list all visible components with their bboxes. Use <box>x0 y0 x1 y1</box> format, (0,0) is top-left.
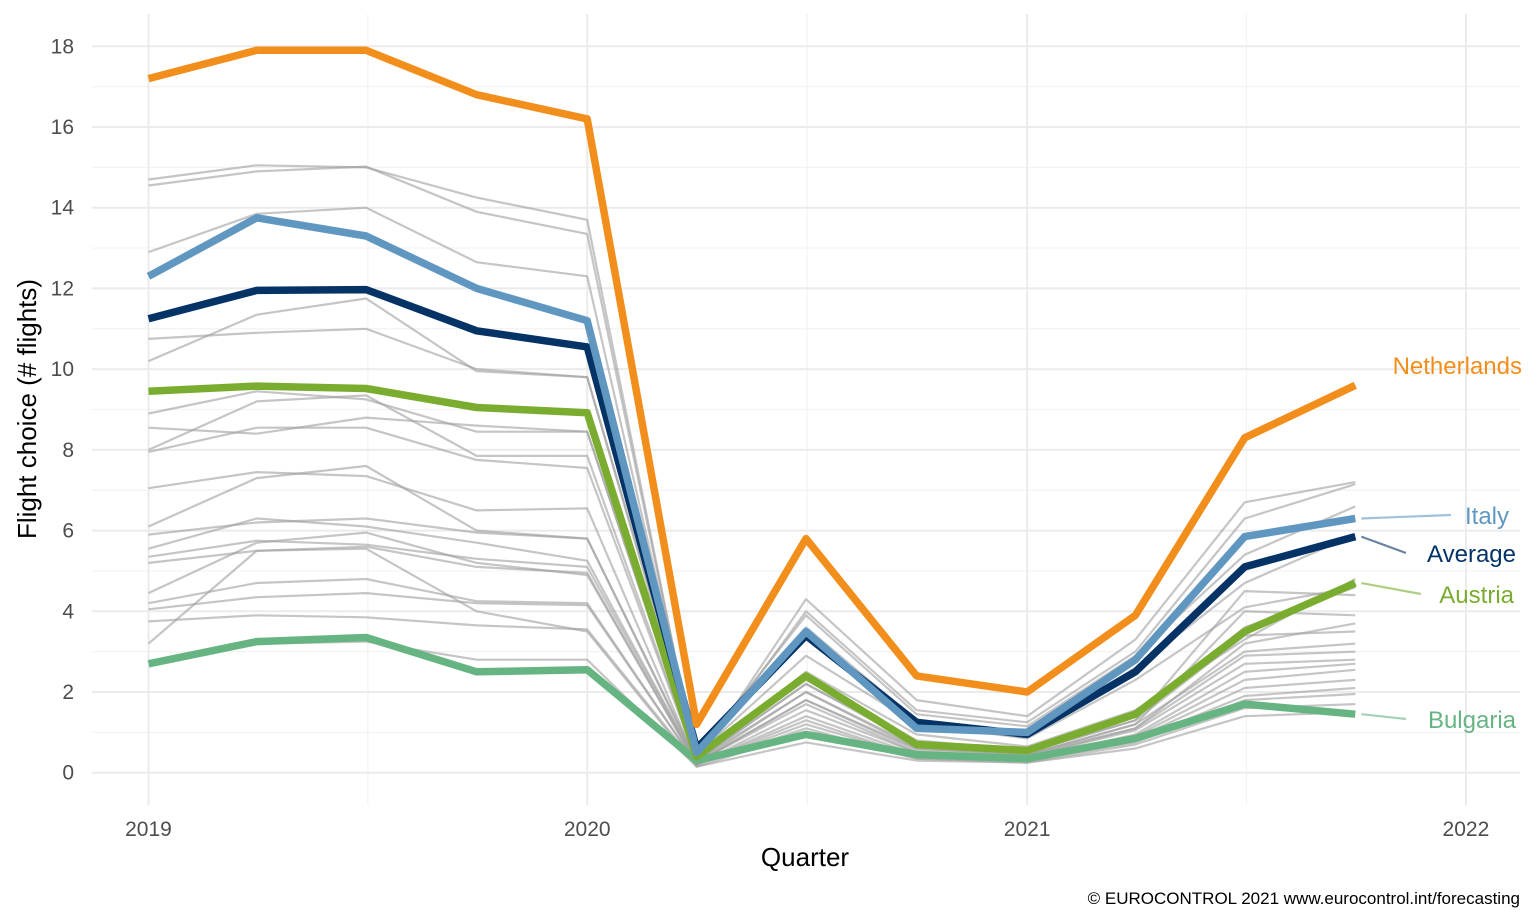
background-series-line <box>148 464 1356 762</box>
series-line-bulgaria <box>147 633 1356 765</box>
y-tick-label: 10 <box>51 358 74 381</box>
x-tick-label: 2019 <box>125 818 172 841</box>
leader-line-average <box>1360 535 1407 555</box>
series-label-austria: Austria <box>1439 582 1514 609</box>
leader-line-italy <box>1361 513 1452 520</box>
y-tick-label: 12 <box>51 277 74 300</box>
background-series-line <box>148 545 1356 766</box>
y-axis-title: Flight choice (# flights) <box>12 279 42 539</box>
series-line-austria <box>148 382 1357 761</box>
y-tick-label: 6 <box>62 520 74 543</box>
x-tick-label: 2021 <box>1004 818 1051 841</box>
background-series-line <box>148 539 1356 764</box>
background-series-line <box>148 517 1356 764</box>
x-axis-title: Quarter <box>761 842 849 872</box>
y-tick-label: 2 <box>62 681 74 704</box>
source-caption: © EUROCONTROL 2021 www.eurocontrol.int/f… <box>1088 889 1520 908</box>
series-labels: Netherlands Italy Average Austria Bulgaria <box>1393 353 1522 734</box>
series-line-italy <box>146 214 1356 757</box>
x-tick-label: 2020 <box>564 818 611 841</box>
series-label-average: Average <box>1427 541 1516 568</box>
x-axis-tick-labels: 2019 2020 2021 2022 <box>125 818 1489 841</box>
y-tick-label: 14 <box>51 197 75 220</box>
highlighted-series-lines <box>146 46 1357 765</box>
background-series-line <box>148 165 1356 762</box>
y-tick-label: 0 <box>62 762 74 785</box>
y-axis-tick-labels: 0 2 4 6 8 10 12 14 16 18 <box>51 35 75 784</box>
background-series-line <box>148 531 1356 766</box>
y-tick-label: 8 <box>62 439 74 462</box>
series-label-bulgaria: Bulgaria <box>1428 707 1517 734</box>
background-series-line <box>148 297 1356 756</box>
y-tick-label: 18 <box>51 35 74 58</box>
background-series-line <box>148 517 1356 764</box>
leader-line-bulgaria <box>1361 713 1407 721</box>
series-label-italy: Italy <box>1465 503 1509 530</box>
background-series-lines <box>147 164 1356 768</box>
series-line-netherlands <box>147 46 1357 729</box>
y-tick-label: 16 <box>51 116 74 139</box>
series-label-netherlands: Netherlands <box>1393 353 1522 380</box>
leader-line-austria <box>1361 581 1422 596</box>
label-leader-lines <box>1360 513 1452 721</box>
x-tick-label: 2022 <box>1443 818 1490 841</box>
minor-gridlines <box>92 14 1520 805</box>
y-tick-label: 4 <box>62 600 74 623</box>
